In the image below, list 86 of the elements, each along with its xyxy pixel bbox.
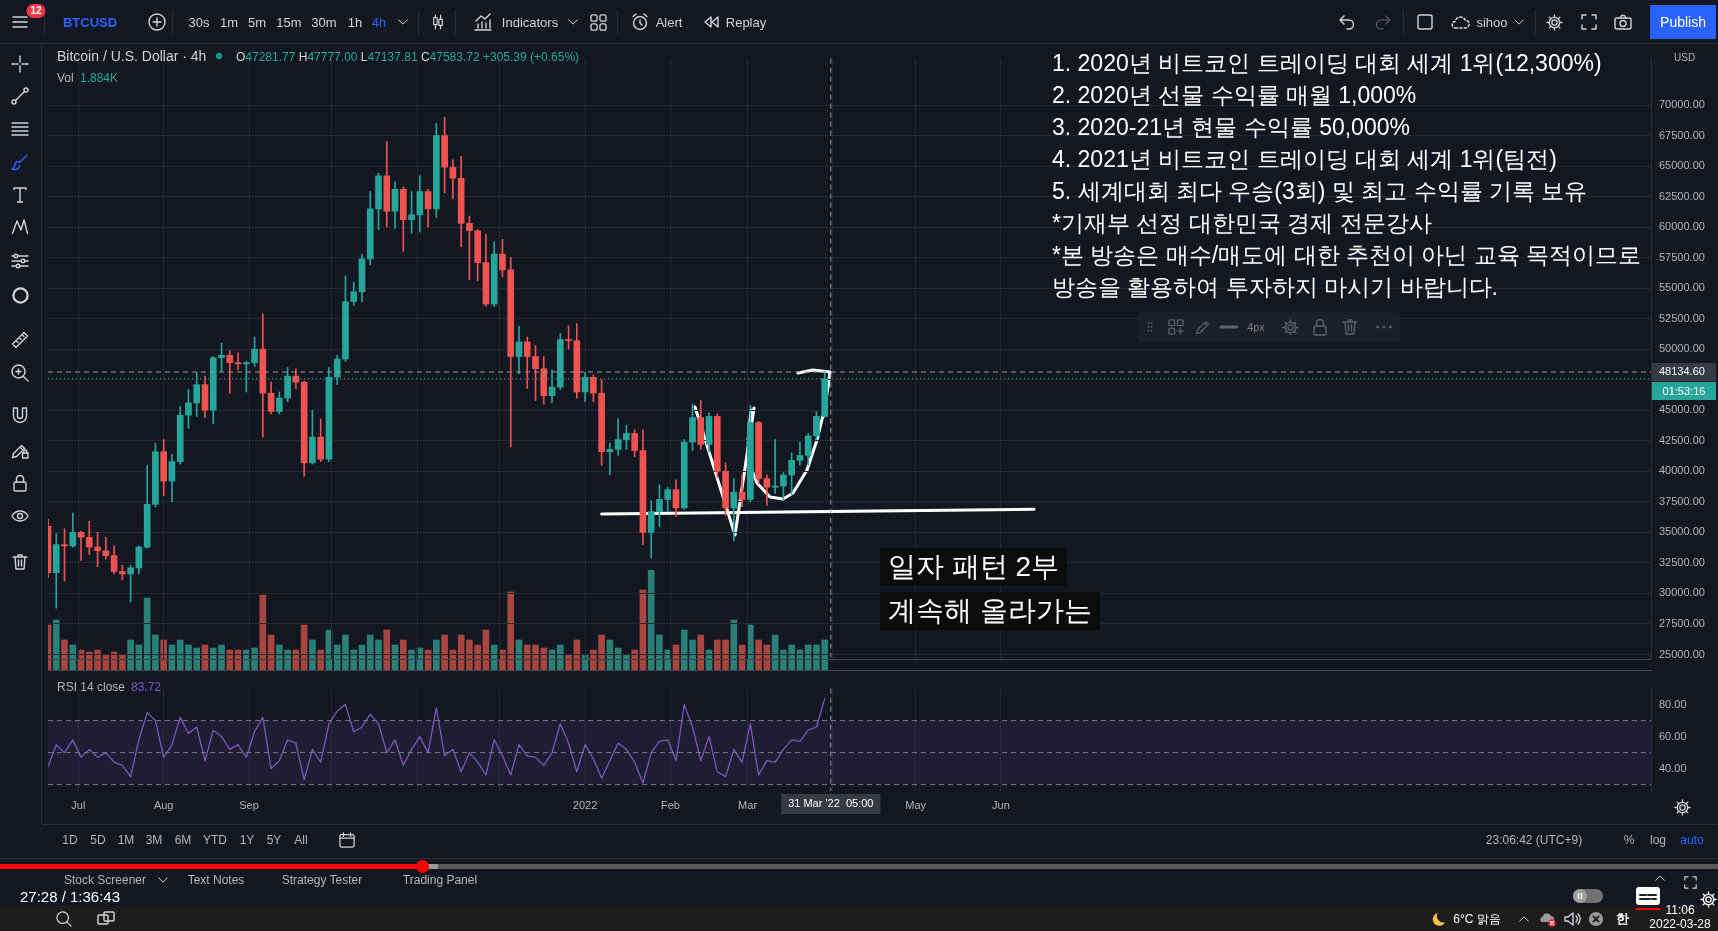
annotation: 계속해 올라가는	[880, 592, 1100, 630]
y-tick-label: 32500.00	[1659, 555, 1705, 568]
chart-title: RSI 14 close	[57, 680, 126, 694]
y-tick-label: 37500.00	[1659, 494, 1705, 507]
x-tick-label: 2022	[572, 798, 598, 811]
text: 한	[1615, 910, 1629, 928]
y-tick-label: 60.00	[1659, 729, 1687, 742]
ref-line-label: 48134.60	[1659, 365, 1705, 378]
annotation: 4. 2021년 비트코인 트레이딩 대회 세계 1위(팀전)	[1052, 145, 1557, 174]
text: 3M	[145, 833, 163, 847]
text: log	[1649, 833, 1667, 847]
chart-title: Vol	[57, 71, 74, 85]
y-tick-label: 35000.00	[1659, 525, 1705, 538]
text: 23:06:42 (UTC+9)	[1485, 833, 1583, 847]
text: Trading Panel	[402, 873, 478, 887]
text: 6°C 맑음	[1453, 910, 1501, 928]
text: 4h	[371, 14, 387, 30]
text: Stock Screener	[63, 873, 147, 887]
x-tick-label: Mar	[738, 798, 758, 811]
annotation: 4px	[1247, 321, 1265, 333]
y-tick-label: 80.00	[1659, 697, 1687, 710]
annotation: *본 방송은 매수/매도에 대한 추천이 아닌 교육 목적이므로	[1052, 241, 1642, 270]
text: 1M	[117, 833, 135, 847]
text: 01:53:16	[1652, 382, 1716, 400]
annotation: 일자 패턴 2부	[880, 548, 1068, 586]
text: 5Y	[266, 833, 282, 847]
text: BTCUSD	[62, 14, 118, 30]
text: Text Notes	[187, 873, 245, 887]
text: 27:28 / 1:36:43	[19, 887, 121, 905]
y-tick-label: 70000.00	[1659, 98, 1705, 111]
x-tick-label: May	[905, 798, 927, 811]
text: Alert	[655, 14, 683, 30]
text: 1m	[219, 14, 239, 30]
text: Indicators	[501, 14, 559, 30]
y-tick-label: 40000.00	[1659, 464, 1705, 477]
ref-line-label: 31 Mar '22 05:00	[788, 797, 874, 810]
x-tick-label: Aug	[153, 798, 174, 811]
text: 5D	[90, 833, 106, 847]
text: sihoo	[1476, 14, 1508, 30]
text: 1h	[347, 14, 363, 30]
annotation: 1.884K	[80, 71, 119, 85]
annotation: 83.72	[131, 680, 162, 694]
y-tick-label: 50000.00	[1659, 342, 1705, 355]
x-tick-label: Jun	[992, 798, 1010, 811]
annotation: 5. 세계대회 최다 우승(3회) 및 최고 수익률 기록 보유	[1052, 177, 1588, 206]
y-tick-label: 60000.00	[1659, 220, 1705, 233]
annotation: 1. 2020년 비트코인 트레이딩 대회 세계 1위(12,300%)	[1052, 49, 1602, 78]
y-tick-label: 25000.00	[1659, 647, 1705, 660]
y-tick-label: 45000.00	[1659, 403, 1705, 416]
x-tick-label: Feb	[660, 798, 680, 811]
y-tick-label: 52500.00	[1659, 311, 1705, 324]
text: Replay	[725, 14, 767, 30]
text: 6M	[174, 833, 192, 847]
y-tick-label: 40.00	[1659, 761, 1687, 774]
text: Publish	[1650, 5, 1716, 39]
annotation: 3. 2020-21년 현물 수익률 50,000%	[1052, 113, 1410, 142]
text: 12	[26, 4, 46, 18]
y-tick-label: 57500.00	[1659, 250, 1705, 263]
text: 30m	[311, 14, 337, 30]
y-tick-label: 67500.00	[1659, 128, 1705, 141]
text: 11:06	[1665, 903, 1695, 917]
text: 5m	[247, 14, 267, 30]
y-tick-label: 65000.00	[1659, 159, 1705, 172]
text: 1Y	[239, 833, 255, 847]
y-tick-label: 30000.00	[1659, 586, 1705, 599]
y-tick-label: 62500.00	[1659, 189, 1705, 202]
y-tick-label: 42500.00	[1659, 433, 1705, 446]
annotation: 방송을 활용하여 투자하지 마시기 바랍니다.	[1052, 273, 1498, 302]
text: 30s	[188, 14, 210, 30]
x-tick-label: Jul	[71, 798, 86, 811]
text: 1D	[62, 833, 78, 847]
y-axis-title: USD	[1674, 52, 1696, 63]
x-tick-label: Sep	[239, 798, 259, 811]
annotation: 2. 2020년 선물 수익률 매월 1,000%	[1052, 81, 1417, 110]
text: O47281.77 H47777.00 L47137.81 C47583.72 +305.39 (+0.65%)	[236, 50, 580, 64]
text: 2022-03-28	[1649, 917, 1711, 931]
y-tick-label: 27500.00	[1659, 617, 1705, 630]
text: 15m	[276, 14, 302, 30]
text: auto	[1680, 833, 1704, 847]
text: All	[294, 833, 308, 847]
annotation: *기재부 선정 대한민국 경제 전문강사	[1052, 209, 1432, 238]
y-tick-label: 55000.00	[1659, 281, 1705, 294]
chart-title: Bitcoin / U.S. Dollar · 4h	[57, 48, 207, 64]
text: %	[1623, 833, 1635, 847]
text: Strategy Tester	[281, 873, 363, 887]
text: YTD	[203, 833, 227, 847]
